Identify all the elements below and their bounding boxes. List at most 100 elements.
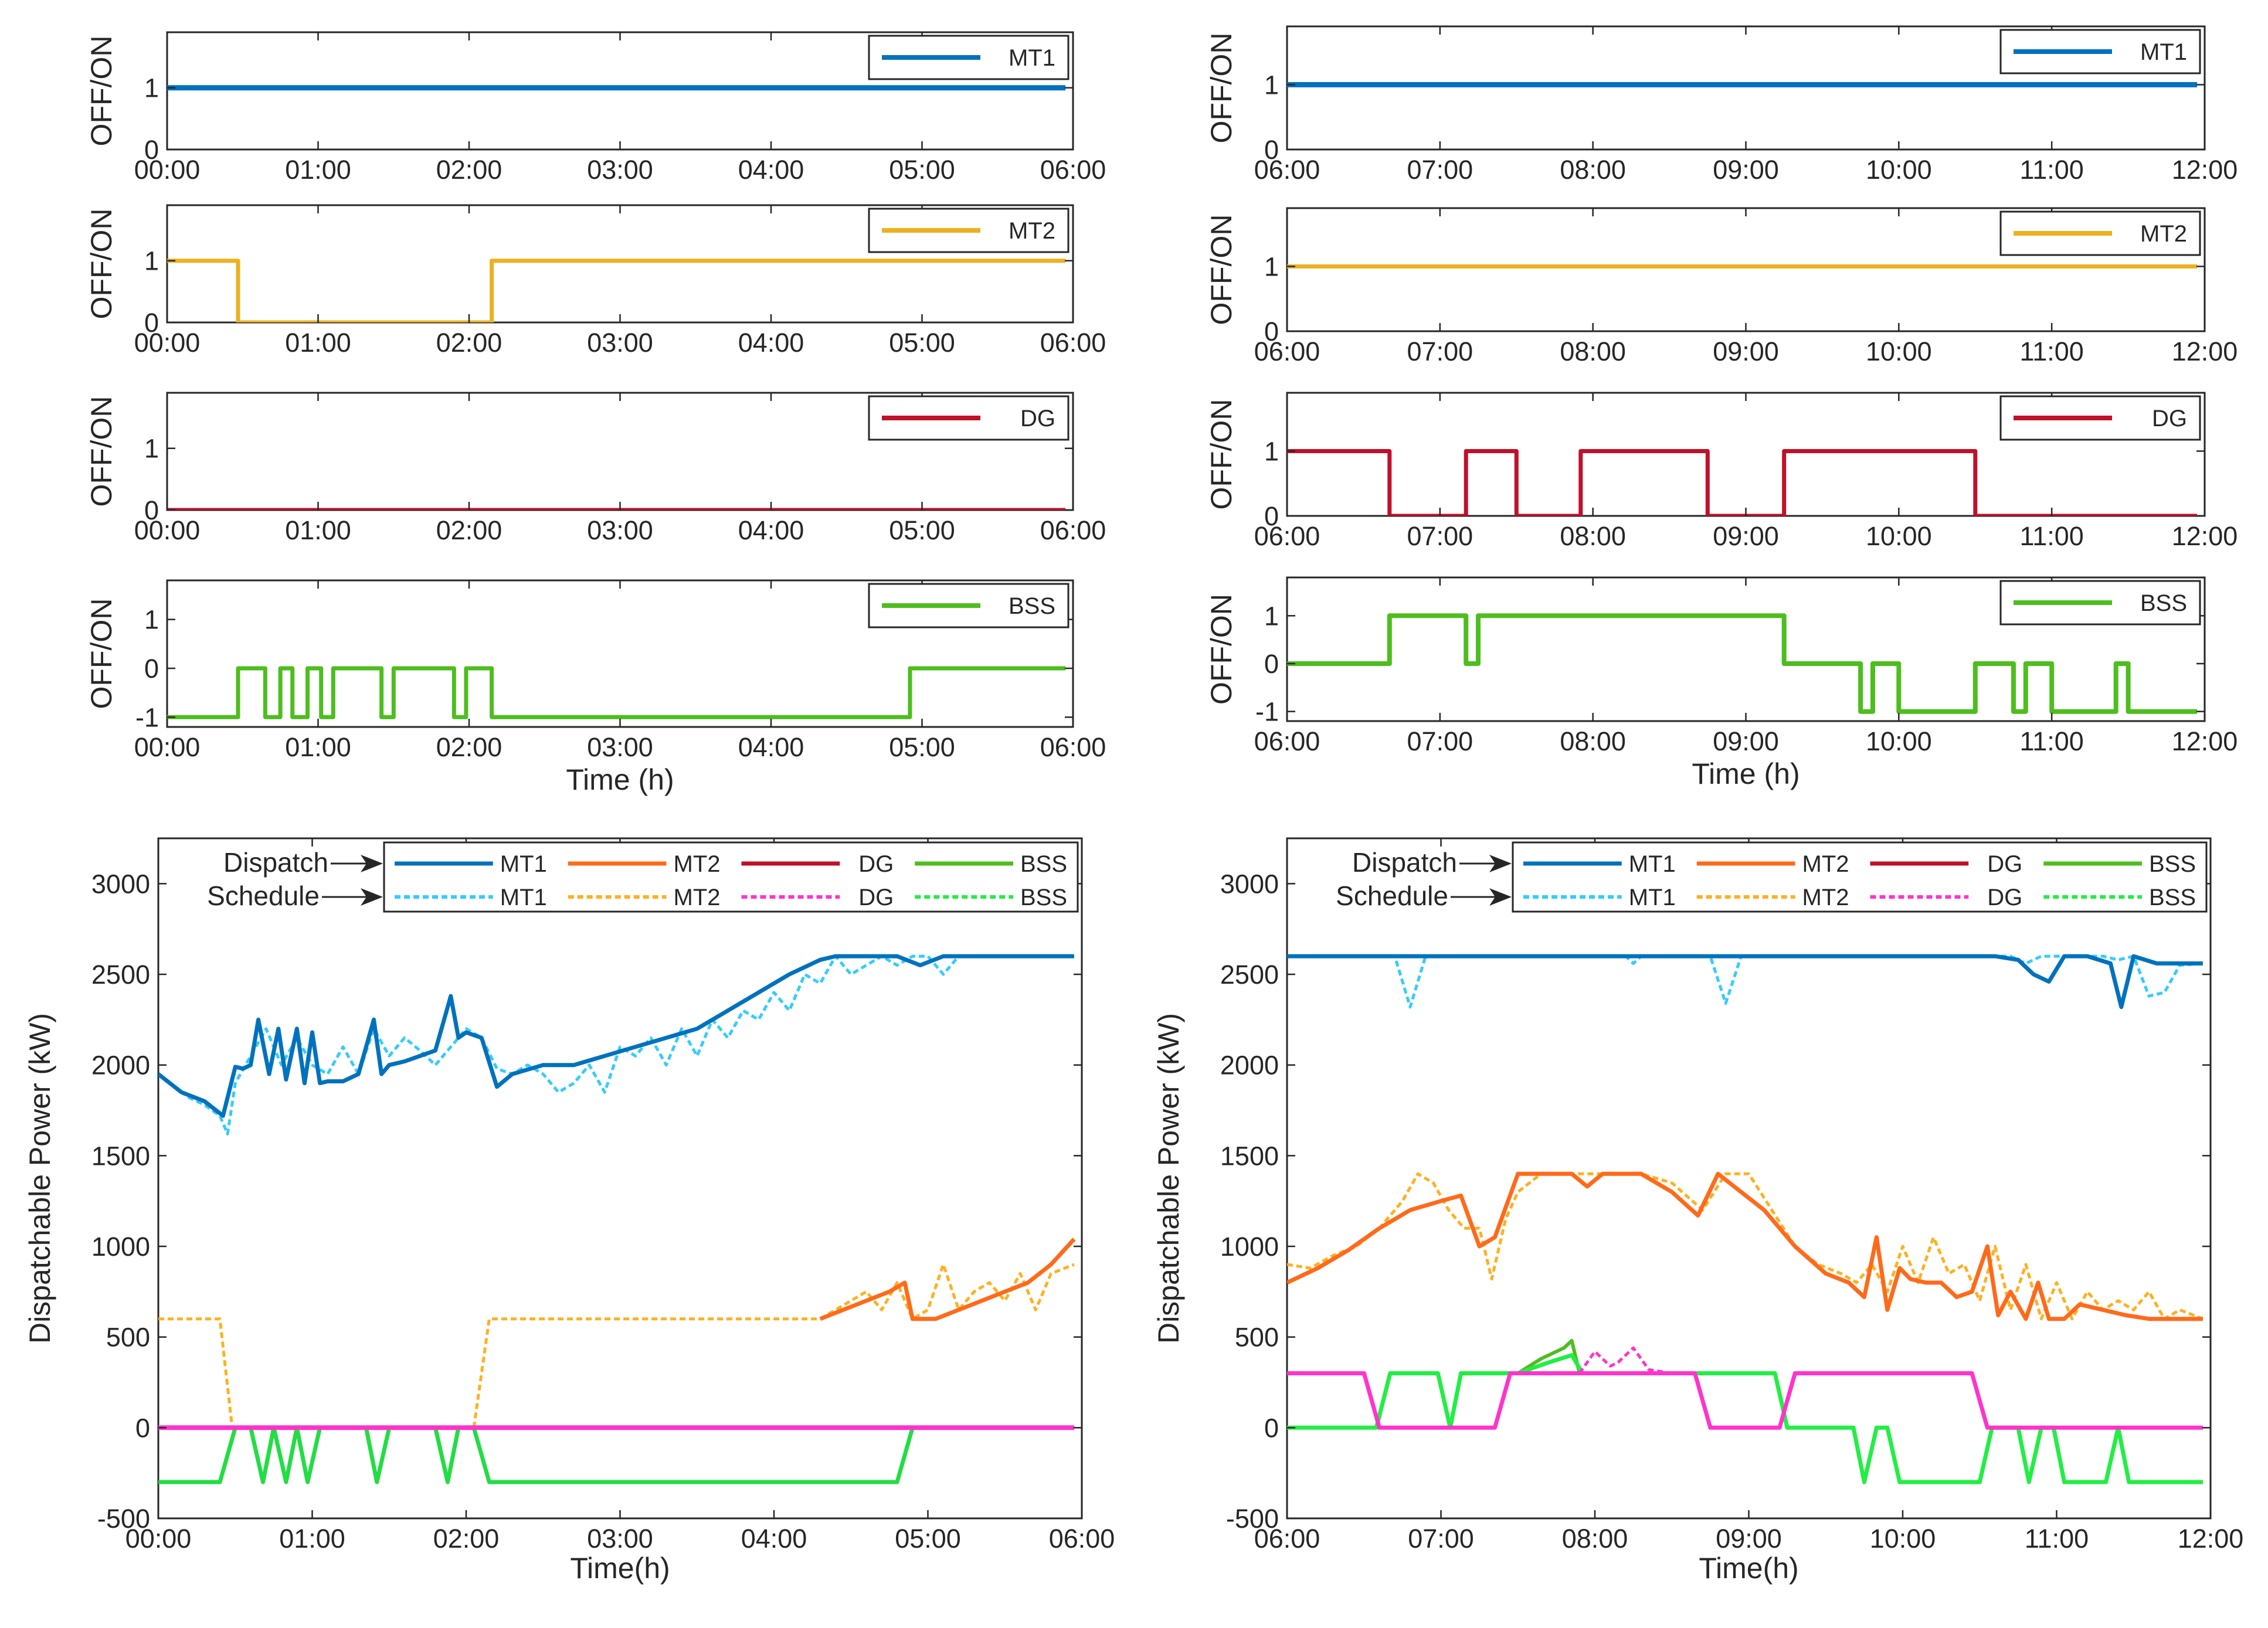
chart-tl-dg: 00:00 01:00 02:00 03:00 04:00 05:00 06:00 0 1 OFF… xyxy=(85,392,1106,545)
legend-label: MT1 xyxy=(1009,45,1055,71)
x-tick-label: 06:00 xyxy=(1049,1524,1115,1554)
legend-label: DG xyxy=(1020,406,1055,431)
y-tick-label: 500 xyxy=(1235,1323,1279,1352)
y-tick-label: 500 xyxy=(106,1323,150,1352)
series-group xyxy=(1287,613,2197,714)
x-tick-label: 11:00 xyxy=(2025,1524,2089,1554)
legend-box xyxy=(1512,841,2208,913)
legend-row-label-dispatch: Dispatch xyxy=(223,847,328,878)
x-tick-label: 06:00 xyxy=(1254,521,1320,551)
y-axis-label: Dispatchable Power (kW) xyxy=(1152,1013,1185,1344)
series-group xyxy=(1287,954,2204,1484)
x-tick-label: 09:00 xyxy=(1716,1524,1782,1554)
y-tick-label: -500 xyxy=(1226,1504,1279,1534)
legend-arrow-head xyxy=(1489,888,1512,906)
y-tick-label: -1 xyxy=(1255,697,1279,727)
y-tick-label: 1 xyxy=(144,434,159,464)
x-tick-label: 11:00 xyxy=(2020,726,2084,756)
chart-tr-mt1: 06:00 07:00 08:00 09:00 10:00 11:00 12:00 0 1 OFF… xyxy=(1205,25,2238,185)
y-tick-label: 0 xyxy=(1264,501,1279,531)
x-tick-label: 06:00 xyxy=(1254,337,1320,366)
y-tick-label: 1500 xyxy=(91,1141,150,1171)
legend-label-schedule-mt1: MT1 xyxy=(1629,885,1676,910)
legend-label: DG xyxy=(2152,406,2187,431)
x-tick-label: 03:00 xyxy=(587,732,653,762)
x-tick-label: 01:00 xyxy=(279,1524,345,1554)
y-tick-label: 1000 xyxy=(91,1232,150,1262)
x-tick-label: 06:00 xyxy=(1040,328,1106,358)
y-tick-label: 1500 xyxy=(1220,1141,1279,1171)
x-tick-label: 05:00 xyxy=(895,1524,961,1554)
legend-label-dispatch-mt2: MT2 xyxy=(674,851,721,877)
y-axis-label: Dispatchable Power (kW) xyxy=(23,1013,56,1344)
legend-row-label-schedule: Schedule xyxy=(1336,881,1448,911)
chart-br-power: 06:00 07:00 08:00 09:00 10:00 11:00 12:00 -500 0… xyxy=(1152,837,2244,1585)
x-tick-label: 10:00 xyxy=(1866,155,1932,185)
legend-label-schedule-bss: BSS xyxy=(1020,885,1067,910)
x-tick-label: 02:00 xyxy=(436,328,503,358)
y-axis-label: OFF/ON xyxy=(85,209,118,320)
x-tick-label: 05:00 xyxy=(889,732,955,762)
series-group xyxy=(1287,449,2197,516)
chart-tl-mt2: 00:00 01:00 02:00 03:00 04:00 05:00 06:00 0 1 OFF… xyxy=(85,204,1106,358)
x-tick-label: 09:00 xyxy=(1713,337,1779,366)
x-tick-label: 07:00 xyxy=(1407,726,1473,756)
legend-label-schedule-mt2: MT2 xyxy=(1802,885,1849,910)
series-mt1-dispatch xyxy=(1287,954,2203,1010)
x-tick-label: 09:00 xyxy=(1713,726,1779,756)
x-tick-label: 02:00 xyxy=(436,155,503,185)
y-tick-label: 2000 xyxy=(1220,1051,1279,1080)
y-axis-label: OFF/ON xyxy=(1205,399,1238,510)
y-tick-label: 1 xyxy=(1264,601,1279,631)
y-tick-label: 1000 xyxy=(1220,1232,1279,1262)
x-tick-label: 07:00 xyxy=(1408,1524,1474,1554)
x-tick-label: 03:00 xyxy=(587,1524,653,1554)
legend-label-dispatch-dg: DG xyxy=(858,851,894,877)
y-tick-label: 0 xyxy=(144,495,159,525)
y-tick-label: 1 xyxy=(1264,70,1279,100)
legend-label-dispatch-mt2: MT2 xyxy=(1802,851,1849,877)
x-tick-label: 00:00 xyxy=(134,328,201,358)
x-tick-label: 06:00 xyxy=(1254,1524,1320,1554)
x-tick-label: 12:00 xyxy=(2172,726,2238,756)
x-tick-label: 12:00 xyxy=(2178,1524,2244,1554)
x-tick-label: 08:00 xyxy=(1560,337,1626,366)
series-dg xyxy=(1287,449,2197,516)
chart-tl-mt1: 00:00 01:00 02:00 03:00 04:00 05:00 06:00 0 1 OFF… xyxy=(85,31,1106,185)
y-tick-label: 0 xyxy=(1264,1413,1279,1443)
y-tick-label: 0 xyxy=(1264,135,1279,165)
series-mt1-schedule xyxy=(158,954,1074,1136)
legend-label-schedule-dg: DG xyxy=(1987,885,2022,910)
y-tick-label: 0 xyxy=(1264,649,1279,679)
series-bss xyxy=(167,666,1066,719)
y-tick-label: 0 xyxy=(144,654,159,684)
plot-area xyxy=(157,837,1083,1520)
x-tick-label: 07:00 xyxy=(1407,155,1473,185)
x-tick-label: 10:00 xyxy=(1866,521,1932,551)
series-mt1-dispatch xyxy=(158,954,1074,1118)
series-mt2-dispatch xyxy=(1287,1171,2203,1321)
y-tick-label: -1 xyxy=(135,702,159,732)
x-tick-label: 02:00 xyxy=(433,1524,500,1554)
chart-tr-bss: 06:00 07:00 08:00 09:00 10:00 11:00 12:00 -1 0 1O… xyxy=(1205,576,2238,790)
x-tick-label: 09:00 xyxy=(1713,521,1779,551)
x-tick-label: 03:00 xyxy=(587,155,653,185)
x-tick-label: 11:00 xyxy=(2020,337,2084,366)
x-tick-label: 06:00 xyxy=(1040,515,1106,545)
legend-label-schedule-bss: BSS xyxy=(2149,885,2196,910)
legend-label: MT1 xyxy=(2140,39,2187,65)
y-axis-label: OFF/ON xyxy=(1205,594,1238,705)
y-axis-label: OFF/ON xyxy=(85,36,118,147)
y-tick-label: 1 xyxy=(144,73,159,103)
x-tick-label: 01:00 xyxy=(285,328,351,358)
x-tick-label: 05:00 xyxy=(889,328,955,358)
legend-label: MT2 xyxy=(1009,218,1055,244)
x-axis-label: Time (h) xyxy=(566,763,674,796)
x-axis-label: Time (h) xyxy=(1692,757,1800,790)
series-mt2-dispatch xyxy=(819,1238,1076,1321)
y-tick-label: 0 xyxy=(144,308,159,338)
y-axis-label: OFF/ON xyxy=(85,396,118,507)
series-group xyxy=(167,259,1066,322)
x-tick-label: 03:00 xyxy=(587,515,653,545)
